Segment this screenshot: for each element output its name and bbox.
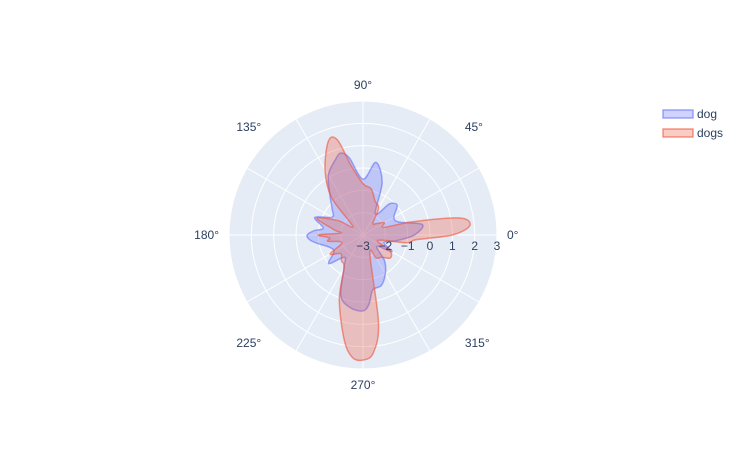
angular-grid-line	[295, 234, 364, 352]
angular-tick-label: 270°	[351, 378, 376, 392]
radial-tick-label: −3	[356, 239, 370, 253]
angular-grid-line	[362, 234, 480, 303]
series-area-dogs	[316, 136, 471, 362]
radial-tick-label: 1	[449, 239, 456, 253]
angular-axis-ticks: 0° 45° 90° 135° 180° 225° 270° 315°	[194, 78, 519, 392]
angular-tick-label: 135°	[236, 120, 261, 134]
angular-tick-label: 225°	[236, 336, 261, 350]
angular-tick-label: 180°	[194, 228, 219, 242]
angular-grid-line	[362, 167, 480, 236]
legend-label[interactable]: dogs	[697, 126, 723, 140]
radial-tick-label: −1	[401, 239, 415, 253]
radial-tick-label: 3	[494, 239, 501, 253]
angular-grid-line	[246, 167, 364, 236]
angular-tick-label: 45°	[465, 120, 483, 134]
radial-axis-ticks: −3 −2 −1 0 1 2 3	[356, 239, 501, 253]
legend: dog dogs	[662, 107, 723, 140]
legend-swatch[interactable]	[662, 128, 694, 138]
legend-label[interactable]: dog	[697, 107, 717, 121]
angular-tick-label: 315°	[465, 336, 490, 350]
angular-tick-label: 0°	[507, 228, 519, 242]
radial-tick-label: 0	[427, 239, 434, 253]
radial-tick-label: 2	[471, 239, 478, 253]
angular-grid-line	[246, 234, 364, 303]
legend-swatch[interactable]	[662, 109, 694, 119]
angular-grid-line	[295, 118, 364, 236]
series-layer	[306, 136, 471, 362]
radial-tick-label: −2	[378, 239, 392, 253]
angular-tick-label: 90°	[354, 78, 372, 92]
polar-grid	[228, 100, 498, 370]
angular-grid-line	[362, 118, 431, 236]
